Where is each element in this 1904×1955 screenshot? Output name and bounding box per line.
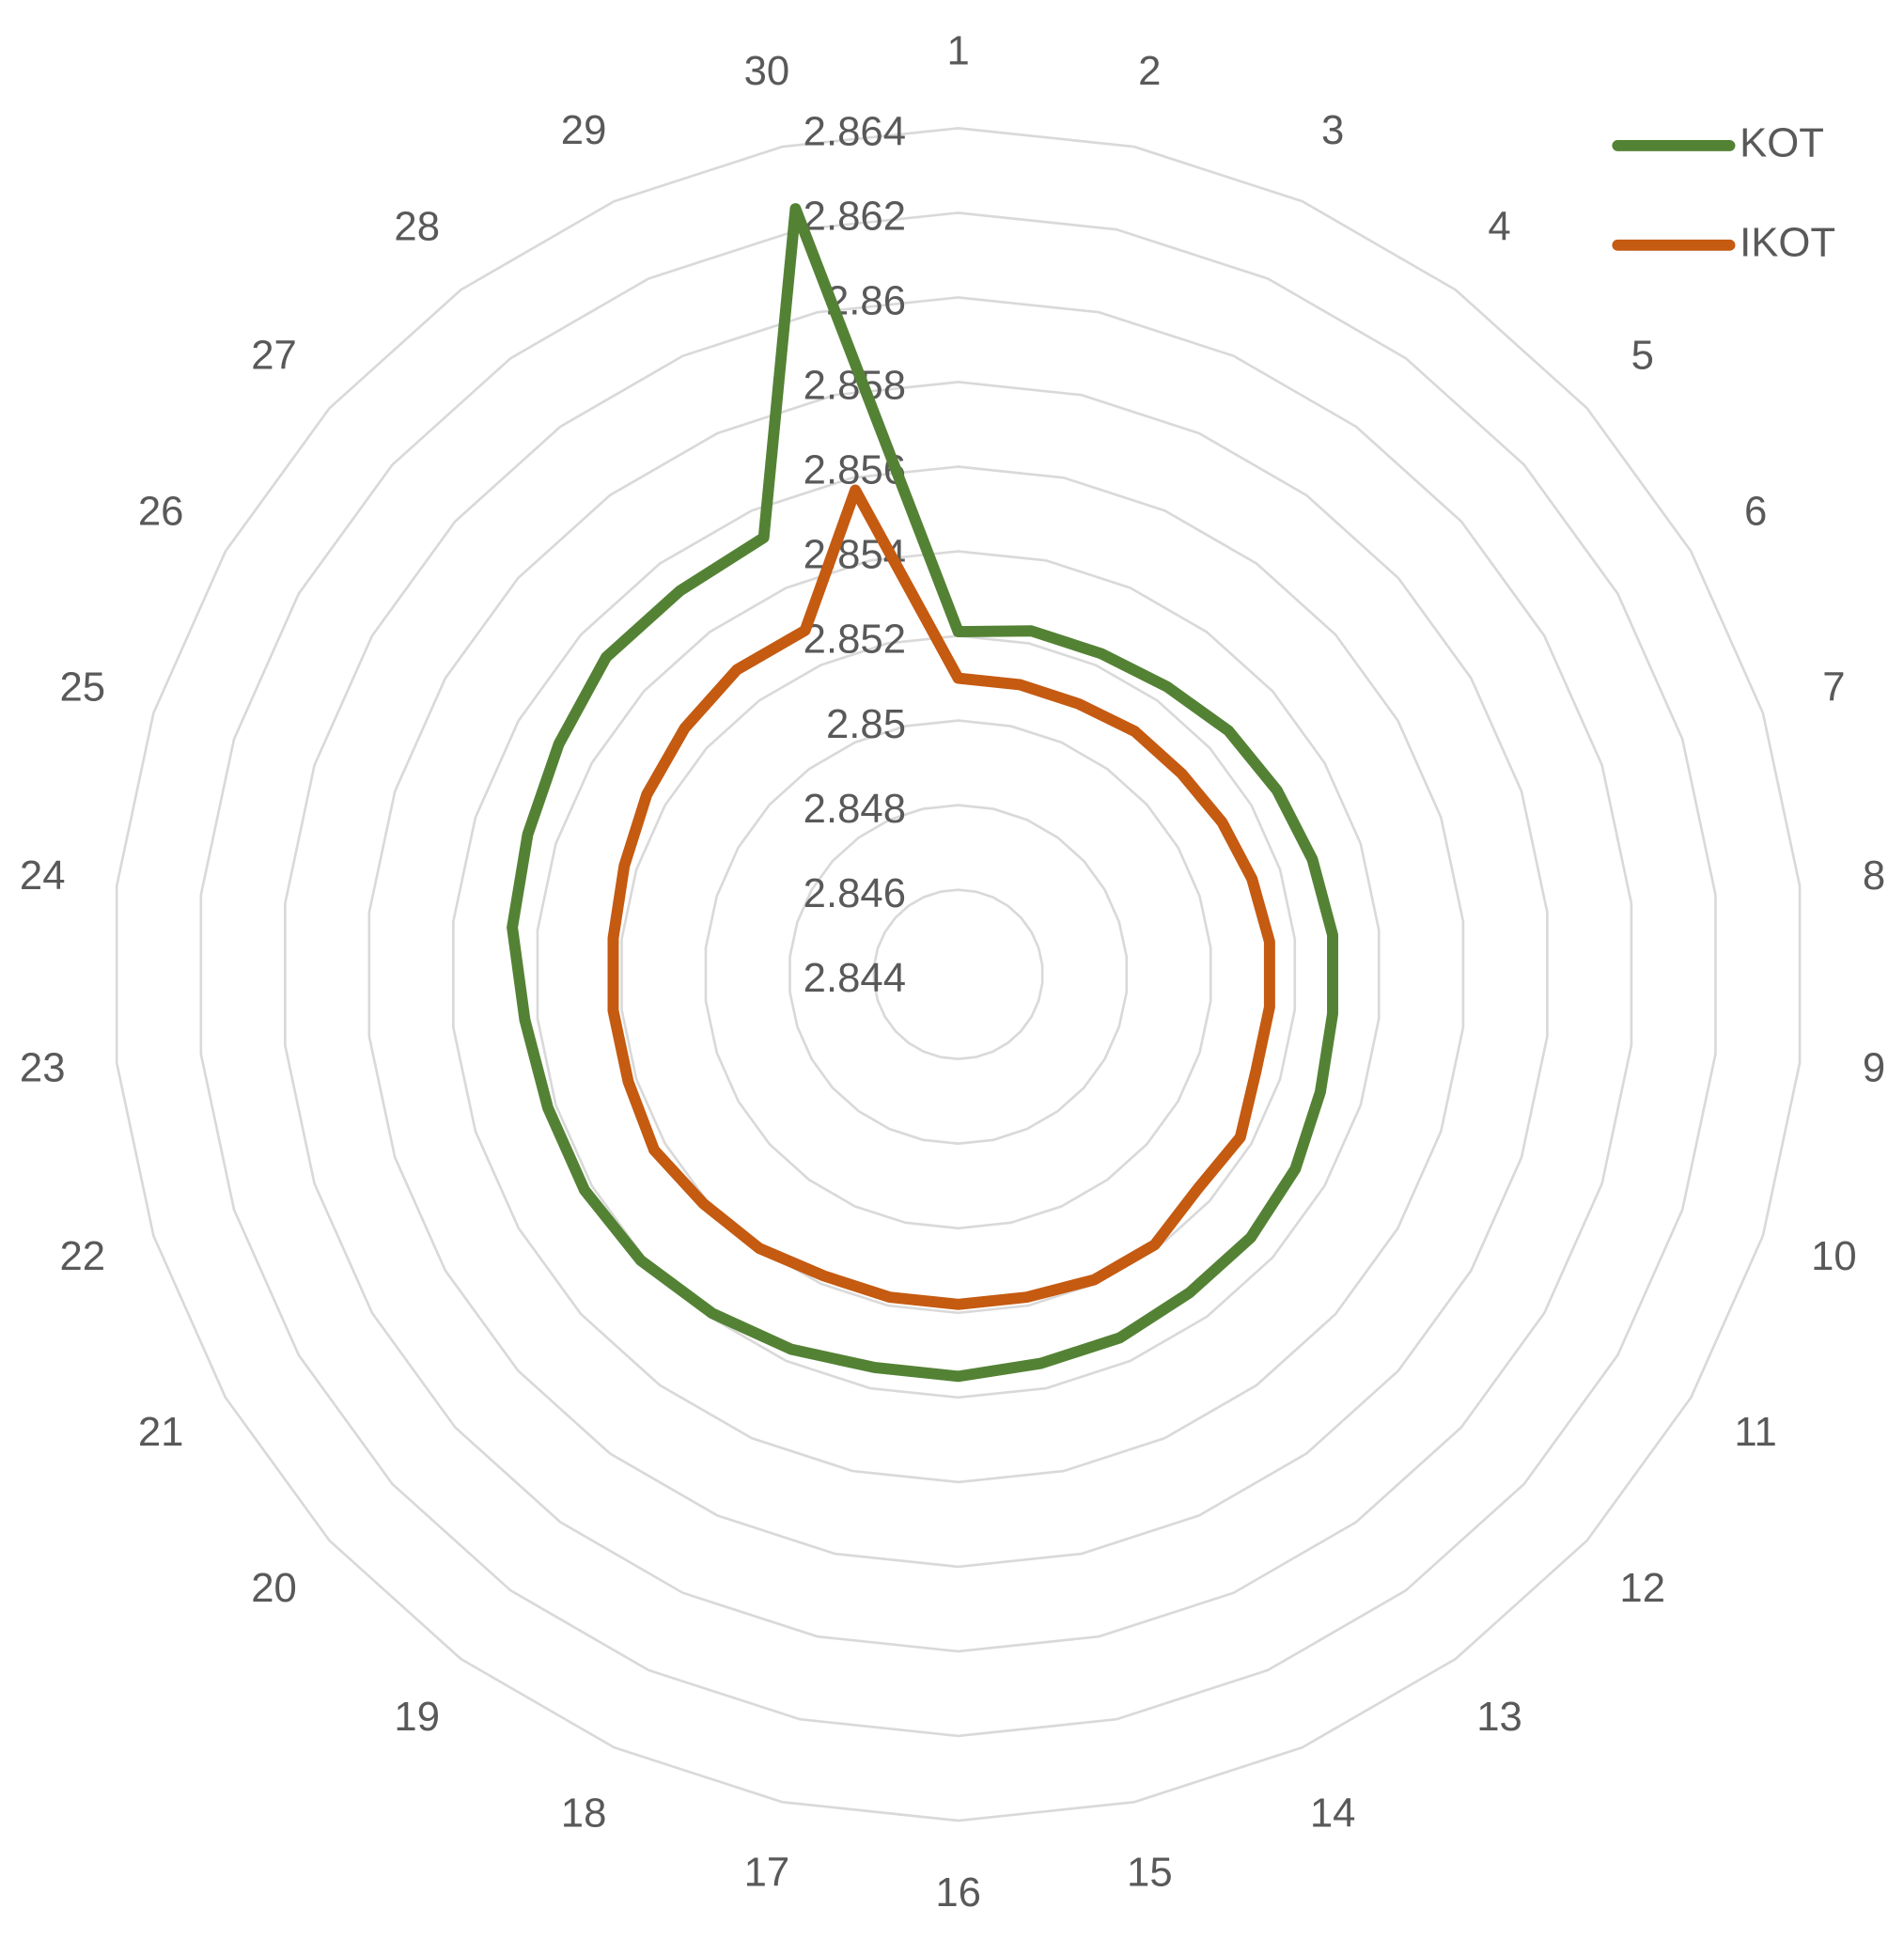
y-tick-label: 2.864 xyxy=(804,109,906,155)
category-label: 29 xyxy=(561,107,607,153)
category-labels: 1 234567891011121314151617181920212223242… xyxy=(20,27,1885,1916)
category-label: 19 xyxy=(394,1694,440,1740)
y-tick-label: 2.85 xyxy=(826,701,906,747)
category-label: 15 xyxy=(1127,1850,1173,1896)
category-label: 16 xyxy=(935,1869,981,1916)
y-tick-label: 2.852 xyxy=(804,617,906,663)
y-tick-label: 2.844 xyxy=(804,955,906,1001)
category-label: 8 xyxy=(1863,852,1885,899)
category-label: 14 xyxy=(1310,1790,1356,1836)
category-label: 7 xyxy=(1822,664,1845,710)
grid-ring xyxy=(704,719,1212,1230)
grid-ring xyxy=(452,465,1465,1484)
y-tick-label: 2.846 xyxy=(804,870,906,916)
category-label: 12 xyxy=(1619,1565,1665,1611)
legend: KOT IKOT xyxy=(1612,119,1835,265)
category-label: 3 xyxy=(1321,107,1344,153)
grid-ring xyxy=(367,381,1549,1569)
tick-labels: 2.8442.8462.8482.852.8522.8542.8562.8582… xyxy=(804,109,906,1001)
category-label: 20 xyxy=(251,1565,297,1611)
grid-ring xyxy=(536,550,1381,1400)
category-label: 24 xyxy=(20,852,66,899)
category-label: 1 xyxy=(946,27,969,73)
category-label: 26 xyxy=(138,488,184,534)
category-label: 22 xyxy=(60,1233,106,1279)
y-tick-label: 2.848 xyxy=(804,786,906,832)
category-label: 28 xyxy=(394,204,440,250)
category-label: 11 xyxy=(1734,1409,1776,1455)
legend-label: IKOT xyxy=(1740,219,1835,265)
series-line xyxy=(507,203,1338,1383)
y-tick-label: 2.862 xyxy=(804,194,906,240)
category-label: 23 xyxy=(20,1045,66,1091)
grid-ring xyxy=(199,211,1717,1738)
category-label: 10 xyxy=(1811,1233,1857,1279)
grid-ring xyxy=(284,296,1633,1653)
category-label: 13 xyxy=(1476,1694,1522,1740)
grid-ring xyxy=(872,888,1044,1061)
category-label: 5 xyxy=(1631,333,1654,379)
category-label: 9 xyxy=(1863,1045,1885,1091)
category-label: 30 xyxy=(744,48,790,94)
series-lines xyxy=(507,203,1338,1383)
category-label: 4 xyxy=(1488,204,1510,250)
category-label: 27 xyxy=(251,333,297,379)
category-label: 25 xyxy=(60,664,106,710)
category-label: 21 xyxy=(138,1409,184,1455)
category-label: 17 xyxy=(744,1850,790,1896)
grid-ring xyxy=(115,127,1802,1822)
grid-ring xyxy=(620,634,1297,1315)
grid xyxy=(115,127,1802,1822)
category-label: 18 xyxy=(561,1790,607,1836)
grid-ring xyxy=(788,804,1129,1146)
category-label: 2 xyxy=(1138,48,1161,94)
series-line xyxy=(607,484,1275,1310)
category-label: 6 xyxy=(1744,488,1767,534)
legend-label: KOT xyxy=(1740,119,1824,165)
